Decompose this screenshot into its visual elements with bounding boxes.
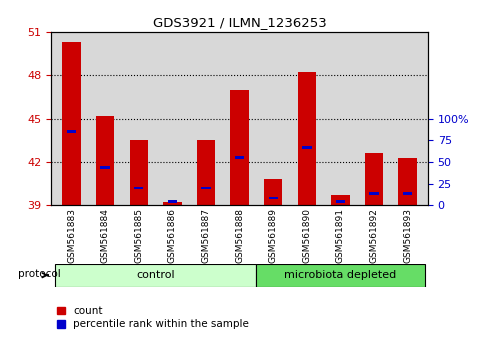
Text: microbiota depleted: microbiota depleted xyxy=(284,270,396,280)
Title: GDS3921 / ILMN_1236253: GDS3921 / ILMN_1236253 xyxy=(152,16,326,29)
Text: protocol: protocol xyxy=(18,269,61,279)
Bar xyxy=(196,140,215,205)
Bar xyxy=(256,264,424,287)
Bar xyxy=(230,90,248,205)
Bar xyxy=(368,193,378,195)
Bar xyxy=(55,264,256,287)
Bar xyxy=(100,166,110,169)
Bar xyxy=(402,193,411,195)
Bar xyxy=(201,187,210,189)
Bar xyxy=(398,158,416,205)
Bar xyxy=(264,179,282,205)
Bar xyxy=(167,200,177,203)
Bar xyxy=(163,202,181,205)
Bar xyxy=(335,200,345,203)
Bar xyxy=(134,187,143,189)
Bar xyxy=(302,146,311,149)
Bar xyxy=(129,140,148,205)
Bar xyxy=(330,195,349,205)
Bar xyxy=(234,156,244,159)
Legend: count, percentile rank within the sample: count, percentile rank within the sample xyxy=(57,306,248,329)
Bar xyxy=(96,116,114,205)
Bar xyxy=(67,130,76,133)
Bar xyxy=(364,153,383,205)
Bar xyxy=(62,42,81,205)
Text: control: control xyxy=(136,270,175,280)
Bar xyxy=(297,72,315,205)
Bar xyxy=(268,197,277,199)
